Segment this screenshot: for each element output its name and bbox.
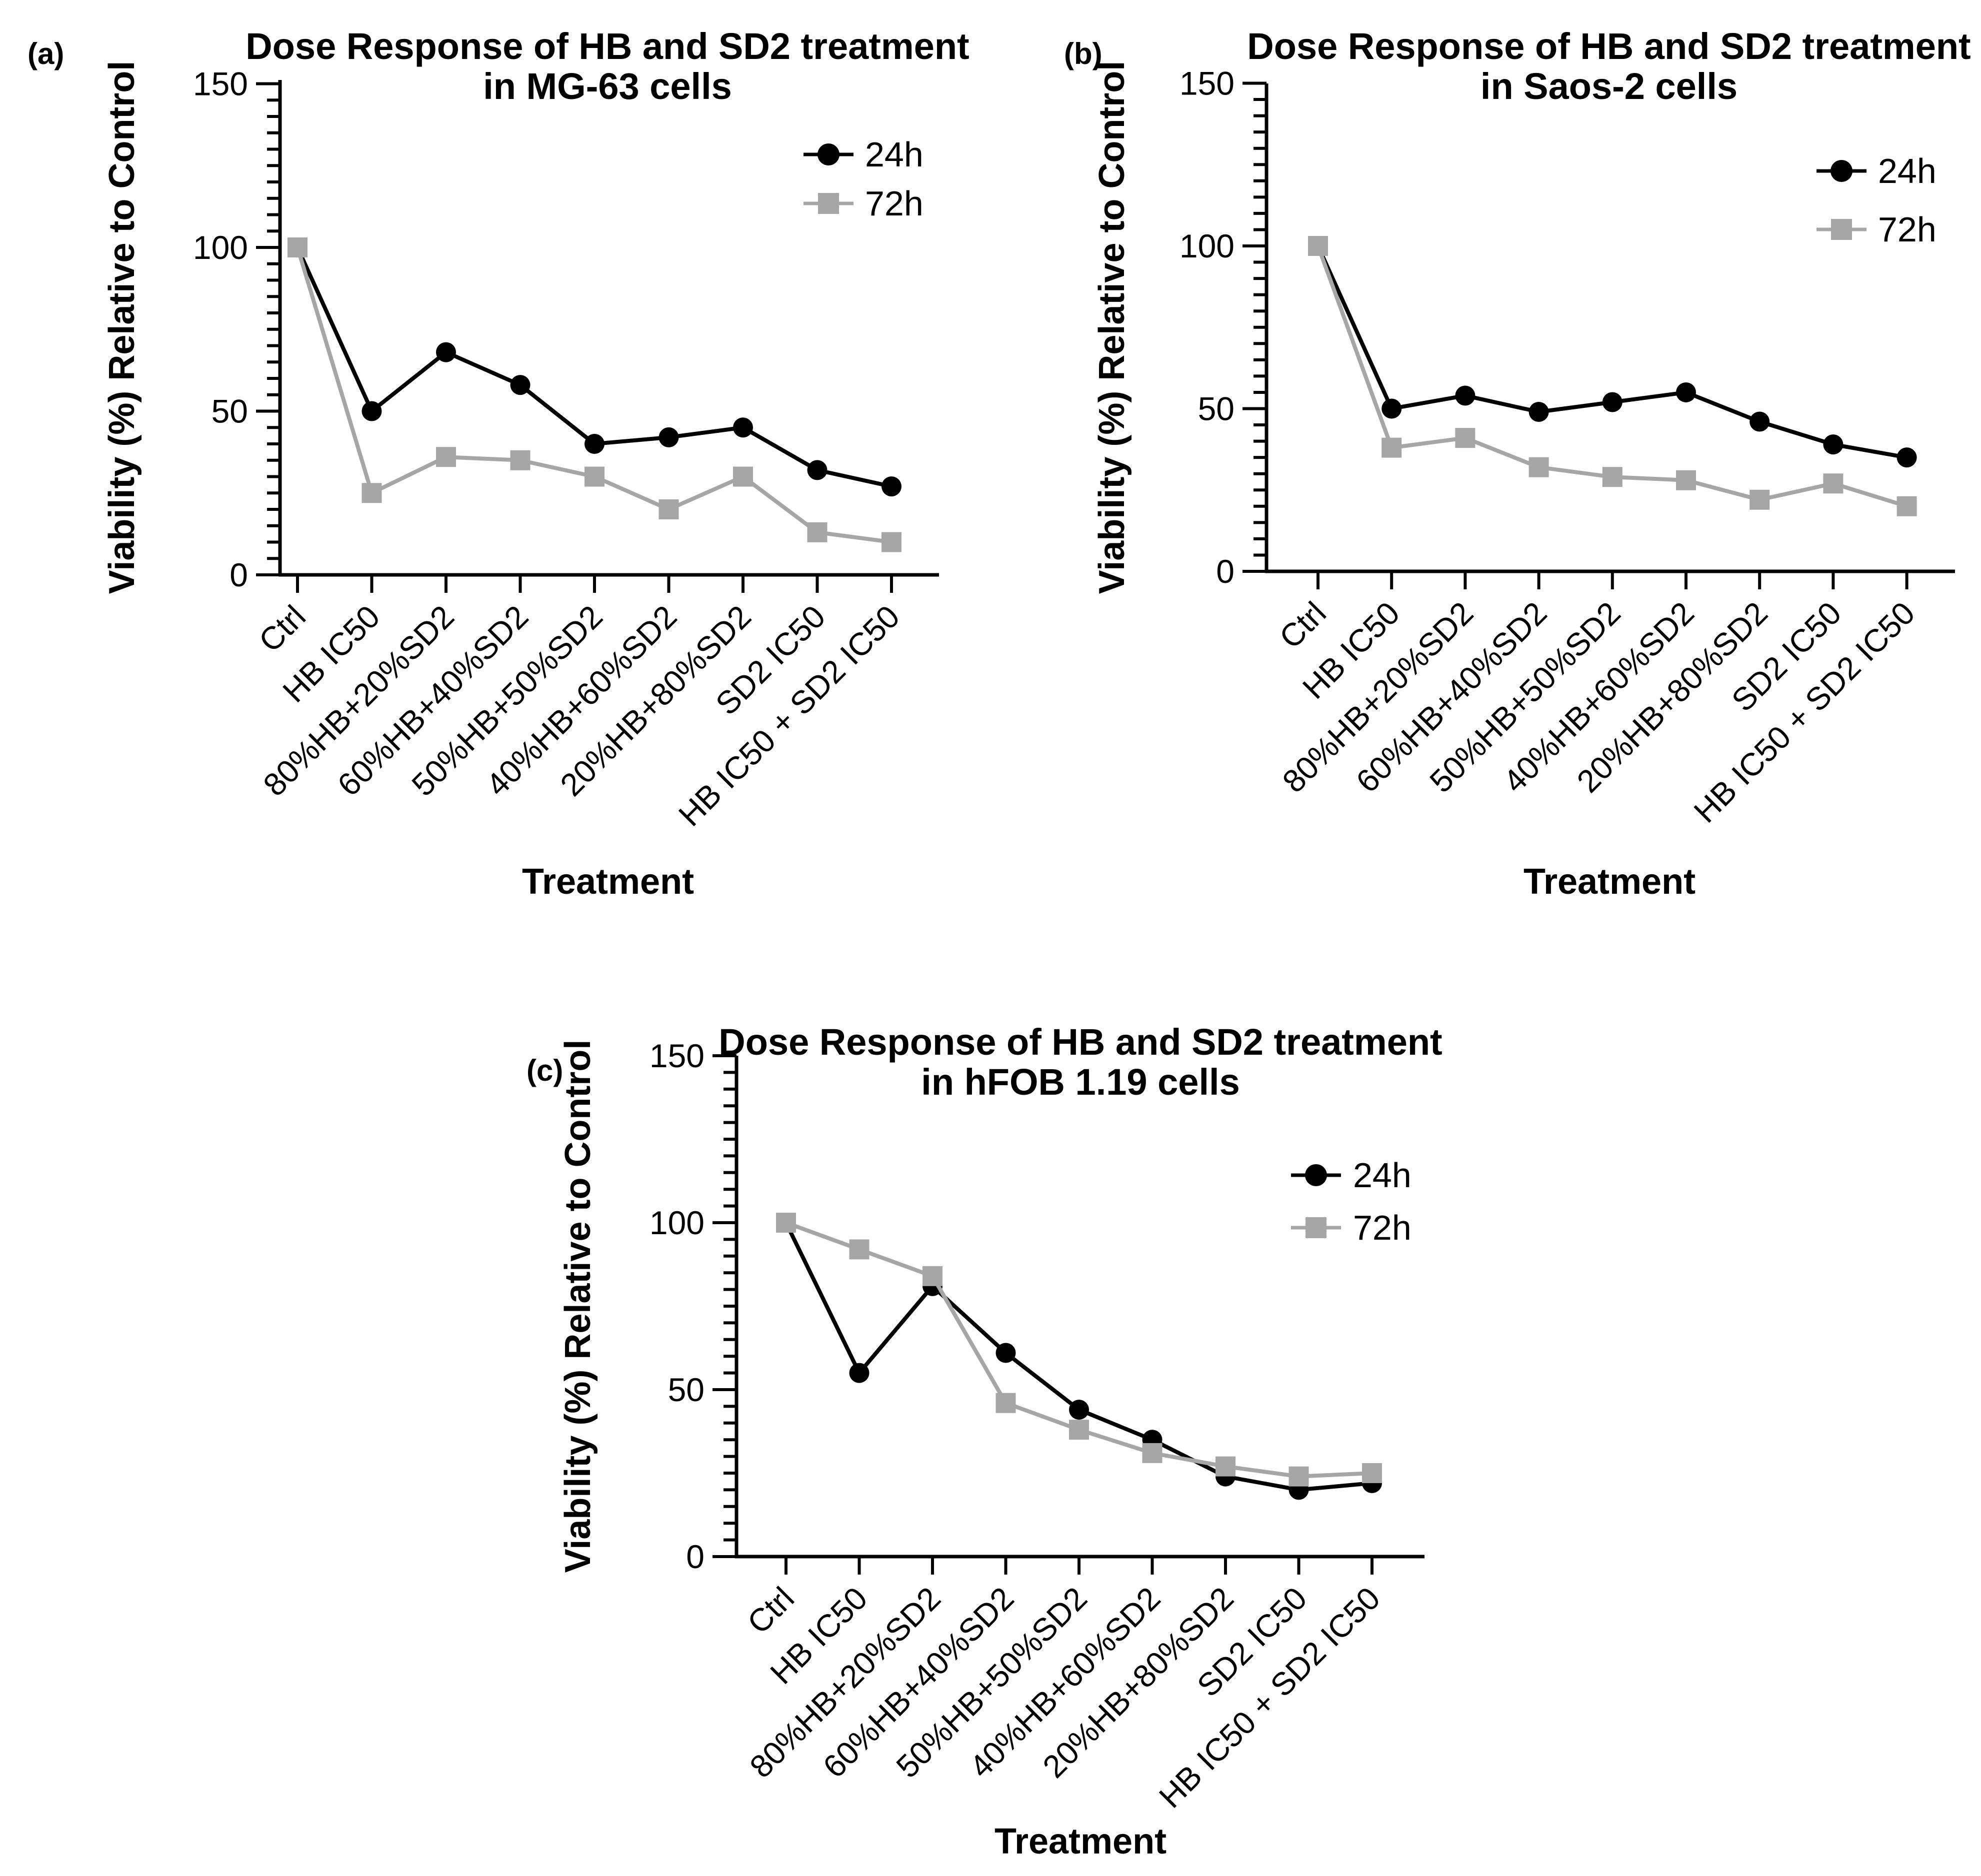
point-24h-40%HB+60%SD2: [1676, 382, 1696, 402]
point-24h-SD2 IC50: [1823, 434, 1844, 455]
point-72h-40%HB+60%SD2: [658, 499, 679, 519]
point-72h-40%HB+60%SD2: [1676, 470, 1696, 490]
legend-24h-marker: [818, 143, 840, 165]
series-24h-line: [784, 1221, 1374, 1492]
y-tick-label: 150: [650, 1037, 704, 1074]
chart-b-legend-24h-label: 24h: [1878, 151, 1936, 190]
chart-a-x-axis-title: Treatment: [522, 862, 694, 902]
point-24h-SD2 IC50: [807, 460, 828, 480]
point-72h-HB IC50 + SD2 IC50: [1896, 496, 1917, 516]
point-72h-50%HB+50%SD2: [1069, 1420, 1089, 1440]
x-tick-label: Ctrl: [252, 598, 312, 659]
chart-a-legend-24h-label: 24h: [865, 135, 924, 174]
y-tick-label: 100: [1180, 227, 1234, 264]
point-72h-20%HB+80%SD2: [1750, 489, 1770, 510]
point-24h-HB IC50 + SD2 IC50: [1896, 447, 1917, 468]
point-72h-60%HB+40%SD2: [1528, 457, 1549, 477]
point-72h-50%HB+50%SD2: [584, 466, 604, 487]
point-72h-20%HB+80%SD2: [733, 466, 753, 487]
point-72h-Ctrl: [288, 237, 308, 257]
chart-b-x-axis-title: Treatment: [1524, 862, 1696, 902]
point-72h-SD2 IC50: [1288, 1466, 1309, 1487]
point-24h-20%HB+80%SD2: [733, 417, 753, 438]
point-24h-60%HB+40%SD2: [1528, 402, 1549, 422]
point-24h-HB IC50: [362, 401, 382, 421]
point-72h-40%HB+60%SD2: [1142, 1443, 1162, 1463]
panel-c-label: (c): [526, 1054, 563, 1087]
chart-a-title: Dose Response of HB and SD2 treatment: [246, 25, 969, 67]
point-24h-HB IC50 + SD2 IC50: [882, 476, 902, 497]
y-tick-label: 0: [230, 556, 248, 593]
legend-72h-marker: [1831, 219, 1852, 240]
chart-b-text: (b) Dose Response of HB and SD2 treatmen…: [1064, 25, 1971, 902]
point-72h-HB IC50 + SD2 IC50: [1362, 1463, 1382, 1483]
y-tick-label: 0: [1216, 553, 1234, 590]
chart-a-text: (a) Dose Response of HB and SD2 treatmen…: [28, 25, 970, 902]
y-tick-label: 50: [212, 393, 248, 430]
chart-b-y-axis-title: Viability (%) Relative to Control: [1092, 61, 1132, 594]
chart-c-legend-24h-label: 24h: [1353, 1156, 1412, 1195]
y-tick-label: 100: [193, 229, 248, 266]
point-24h-50%HB+50%SD2: [1602, 392, 1622, 412]
series-24h-line: [1316, 244, 1909, 460]
chart-c-legend-72h-label: 72h: [1353, 1208, 1412, 1247]
chart-c-text: (c) Dose Response of HB and SD2 treatmen…: [526, 1021, 1442, 1862]
legend-24h-marker: [1830, 160, 1852, 182]
chart-b-title: Dose Response of HB and SD2 treatment: [1247, 25, 1970, 67]
point-72h-80%HB+20%SD2: [1455, 428, 1476, 448]
point-24h-80%HB+20%SD2: [436, 342, 456, 362]
x-tick-label: Ctrl: [740, 1580, 801, 1641]
y-tick-label: 150: [193, 65, 248, 102]
point-24h-60%HB+40%SD2: [996, 1343, 1016, 1363]
point-72h-60%HB+40%SD2: [996, 1393, 1016, 1413]
point-24h-60%HB+40%SD2: [510, 375, 530, 395]
panel-b-label: (b): [1064, 37, 1102, 70]
point-72h-Ctrl: [1308, 236, 1328, 256]
point-72h-80%HB+20%SD2: [436, 447, 456, 467]
point-24h-HB IC50: [849, 1363, 870, 1383]
chart-c-x-axis-title: Treatment: [994, 1822, 1166, 1862]
point-72h-HB IC50 + SD2 IC50: [882, 532, 902, 552]
chart-b-subtitle: in Saos-2 cells: [1480, 65, 1738, 107]
point-72h-SD2 IC50: [1823, 473, 1844, 494]
chart-a-legend-72h-label: 72h: [865, 184, 924, 223]
point-24h-50%HB+50%SD2: [584, 434, 604, 454]
point-72h-60%HB+40%SD2: [510, 450, 530, 470]
point-72h-HB IC50: [362, 483, 382, 503]
legend-72h-marker: [1306, 1217, 1326, 1238]
point-72h-80%HB+20%SD2: [922, 1266, 942, 1286]
y-tick-label: 50: [1198, 390, 1234, 427]
panel-a-label: (a): [28, 37, 64, 70]
chart-a-subtitle: in MG-63 cells: [483, 65, 732, 107]
point-24h-50%HB+50%SD2: [1069, 1400, 1089, 1420]
point-24h-80%HB+20%SD2: [1455, 385, 1476, 406]
point-24h-HB IC50: [1382, 398, 1402, 419]
chart-b-legend-72h-label: 72h: [1878, 210, 1936, 249]
y-tick-label: 150: [1180, 65, 1234, 102]
point-72h-HB IC50: [1382, 437, 1402, 458]
point-24h-20%HB+80%SD2: [1750, 411, 1770, 432]
y-tick-label: 0: [686, 1538, 704, 1575]
x-tick-label: Ctrl: [1272, 595, 1333, 655]
point-72h-HB IC50: [849, 1239, 870, 1260]
series-72h-line: [296, 245, 894, 544]
y-tick-label: 50: [668, 1371, 704, 1408]
point-72h-50%HB+50%SD2: [1602, 467, 1622, 487]
legend-72h-marker: [818, 193, 839, 214]
point-24h-40%HB+60%SD2: [658, 427, 679, 447]
point-72h-Ctrl: [776, 1213, 796, 1233]
legend-24h-marker: [1305, 1164, 1327, 1186]
chart-c-subtitle: in hFOB 1.19 cells: [921, 1061, 1240, 1103]
chart-a-y-axis-title: Viability (%) Relative to Control: [102, 61, 142, 594]
chart-c-y-axis-title: Viability (%) Relative to Control: [558, 1040, 598, 1573]
point-72h-20%HB+80%SD2: [1216, 1456, 1236, 1477]
chart-c-title: Dose Response of HB and SD2 treatment: [718, 1021, 1442, 1063]
y-tick-label: 100: [650, 1204, 704, 1241]
point-72h-SD2 IC50: [807, 522, 828, 542]
